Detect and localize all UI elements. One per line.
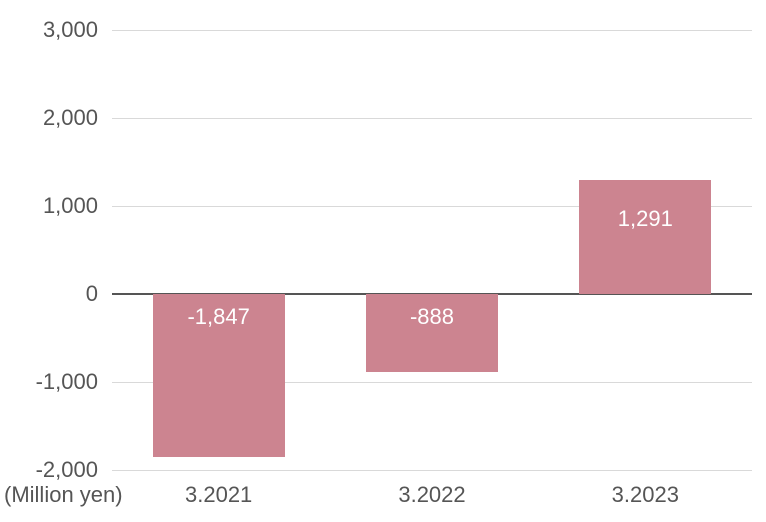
bar-value-label: -888 [410,304,454,330]
gridline [112,118,752,119]
y-tick-label: 2,000 [43,105,112,131]
unit-label: (Million yen) [4,470,123,508]
y-tick-label: 3,000 [43,17,112,43]
bar-value-label: -1,847 [187,304,249,330]
x-tick-label: 3.2021 [185,470,252,508]
bar: -888 [366,294,498,372]
y-tick-label: 1,000 [43,193,112,219]
bar-chart: -2,000-1,00001,0002,0003,000-1,8473.2021… [0,0,766,522]
bar: -1,847 [153,294,285,457]
y-tick-label: 0 [86,281,112,307]
x-tick-label: 3.2022 [398,470,465,508]
y-tick-label: -1,000 [36,369,112,395]
bar: 1,291 [579,180,711,294]
gridline [112,30,752,31]
bar-value-label: 1,291 [618,206,673,232]
x-tick-label: 3.2023 [612,470,679,508]
plot-area: -2,000-1,00001,0002,0003,000-1,8473.2021… [112,30,752,470]
